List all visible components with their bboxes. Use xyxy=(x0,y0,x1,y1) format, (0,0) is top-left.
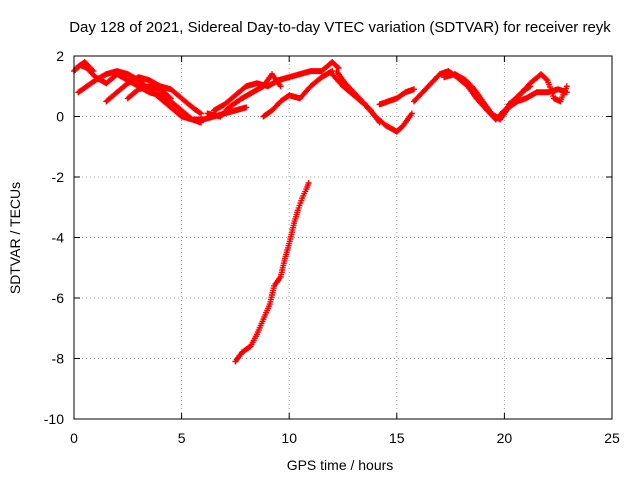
series-descent xyxy=(232,180,312,365)
series-markers xyxy=(103,74,204,117)
series-arc-14 xyxy=(505,71,570,108)
series-arc-7 xyxy=(210,59,342,114)
data-series xyxy=(71,59,570,365)
x-tick-label: 15 xyxy=(389,430,405,446)
series-arc-11 xyxy=(376,86,417,108)
x-tick-label: 5 xyxy=(178,430,186,446)
grid xyxy=(74,56,612,419)
y-tick-label: -10 xyxy=(44,411,64,427)
x-tick-label: 10 xyxy=(281,430,297,446)
series-arc-3 xyxy=(73,59,97,75)
series-arc-8 xyxy=(260,68,336,120)
x-tick-label: 0 xyxy=(70,430,78,446)
series-arc-4 xyxy=(103,74,204,117)
y-tick-label: -6 xyxy=(52,290,65,306)
series-markers xyxy=(505,71,570,108)
series-markers xyxy=(124,83,174,102)
x-axis-label: GPS time / hours xyxy=(287,457,394,473)
series-markers xyxy=(232,180,312,365)
x-tick-label: 25 xyxy=(604,430,620,446)
series-arc-10 xyxy=(333,68,383,126)
x-tick-label: 20 xyxy=(497,430,513,446)
y-tick-label: -8 xyxy=(52,351,65,367)
series-markers xyxy=(441,71,570,123)
y-tick-label: 2 xyxy=(56,48,64,64)
series-markers xyxy=(210,59,342,114)
y-axis-label: SDTVAR / TECUs xyxy=(7,182,23,294)
series-markers xyxy=(333,68,383,126)
series-markers xyxy=(73,59,97,75)
chart-title: Day 128 of 2021, Sidereal Day-to-day VTE… xyxy=(69,19,611,36)
series-markers xyxy=(411,68,534,123)
y-tick-label: -2 xyxy=(52,169,65,185)
series-markers xyxy=(260,68,336,120)
series-markers xyxy=(376,86,417,108)
series-arc-5 xyxy=(124,83,174,102)
series-arc-13 xyxy=(441,71,570,123)
y-tick-label: -4 xyxy=(52,230,65,246)
y-tick-label: 0 xyxy=(56,109,64,125)
series-arc-12 xyxy=(411,68,534,123)
